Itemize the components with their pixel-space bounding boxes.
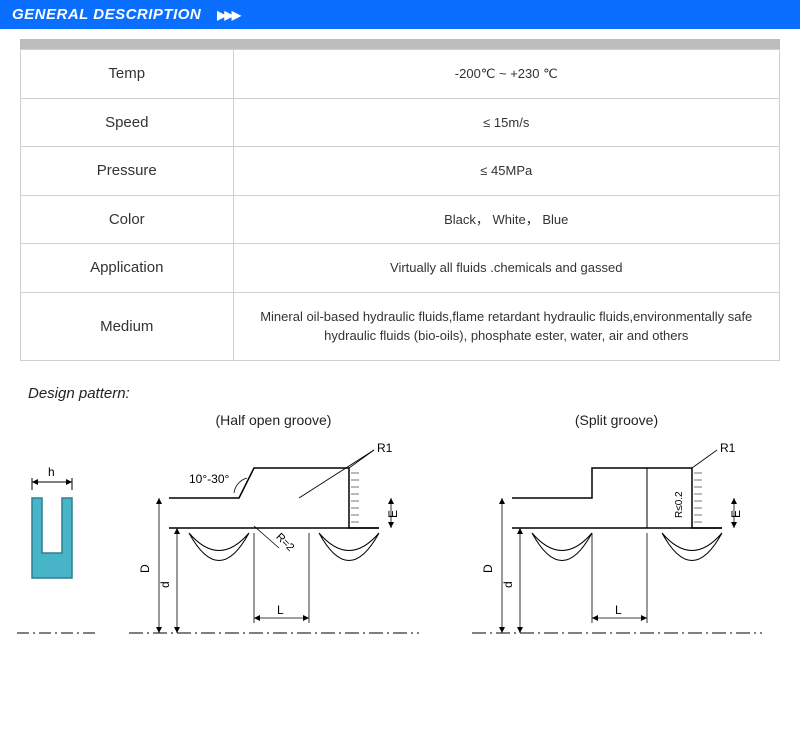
spec-value: Black， White， Blue xyxy=(233,195,779,244)
header-title: GENERAL DESCRIPTION xyxy=(12,6,201,23)
spec-label: Temp xyxy=(21,50,234,99)
table-row: Medium Mineral oil-based hydraulic fluid… xyxy=(21,292,780,360)
seal-cross-section: h xyxy=(12,438,102,638)
diagram-title: (Half open groove) xyxy=(102,412,445,428)
spec-value: Virtually all fluids .chemicals and gass… xyxy=(233,244,779,293)
dim-R02: R≤0.2 xyxy=(674,490,685,517)
dim-R2: R=2 xyxy=(273,531,296,554)
spec-value: ≤ 45MPa xyxy=(233,147,779,196)
dim-d: d xyxy=(158,581,172,588)
table-row: Temp -200℃ ~ +230 ℃ xyxy=(21,50,780,99)
diagram-split: (Split groove) R1 R≤0.2 xyxy=(445,412,788,638)
dim-E: E xyxy=(729,509,743,517)
dim-D: D xyxy=(138,564,152,573)
diagram-half-open: (Half open groove) 10°-30° xyxy=(102,412,445,638)
table-row: Speed ≤ 15m/s xyxy=(21,98,780,147)
spec-value: Mineral oil-based hydraulic fluids,flame… xyxy=(233,292,779,360)
dim-L: L xyxy=(615,603,622,617)
design-pattern-label: Design pattern: xyxy=(28,385,800,402)
spec-value: -200℃ ~ +230 ℃ xyxy=(233,50,779,99)
gray-strip xyxy=(20,39,780,49)
diagrams-container: h (Half open groove) xyxy=(0,412,800,638)
header-arrows: ▶▶▶ xyxy=(217,8,239,22)
spec-value: ≤ 15m/s xyxy=(233,98,779,147)
table-row: Application Virtually all fluids .chemic… xyxy=(21,244,780,293)
table-row: Color Black， White， Blue xyxy=(21,195,780,244)
spec-label: Application xyxy=(21,244,234,293)
dim-angle: 10°-30° xyxy=(189,472,229,486)
spec-label: Pressure xyxy=(21,147,234,196)
dim-E: E xyxy=(386,509,400,517)
dim-R1: R1 xyxy=(720,441,736,455)
header-bar: GENERAL DESCRIPTION ▶▶▶ xyxy=(0,0,800,29)
dim-h: h xyxy=(48,465,55,479)
spec-label: Speed xyxy=(21,98,234,147)
spec-table: Temp -200℃ ~ +230 ℃ Speed ≤ 15m/s Pressu… xyxy=(20,49,780,361)
table-row: Pressure ≤ 45MPa xyxy=(21,147,780,196)
dim-d: d xyxy=(501,581,515,588)
dim-R1: R1 xyxy=(377,441,393,455)
dim-L: L xyxy=(277,603,284,617)
diagram-title: (Split groove) xyxy=(445,412,788,428)
dim-D: D xyxy=(481,564,495,573)
spec-label: Color xyxy=(21,195,234,244)
spec-label: Medium xyxy=(21,292,234,360)
